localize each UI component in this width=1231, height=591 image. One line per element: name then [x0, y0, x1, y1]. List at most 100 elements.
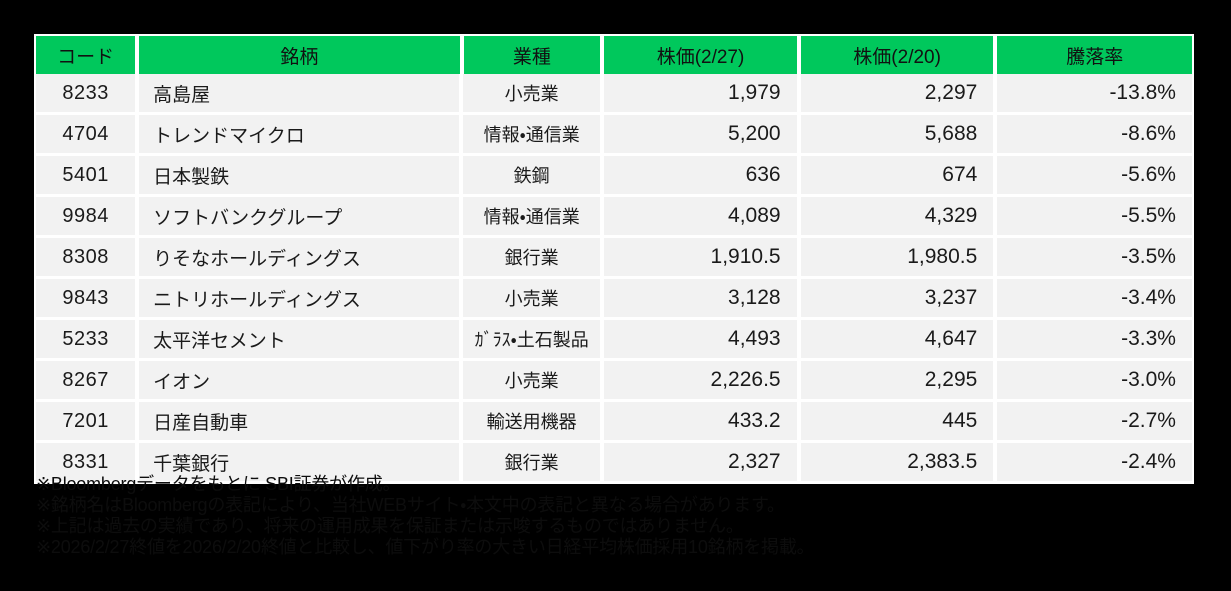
cell-sector: 鉄鋼	[463, 156, 600, 194]
column-divider	[459, 238, 464, 276]
cell-code: 8331	[36, 443, 136, 481]
footnote-line: ※銘柄名はBloombergの表記により、当社WEBサイト・本文中の表記と異なる…	[36, 495, 785, 515]
column-divider	[135, 115, 140, 153]
column-divider	[599, 320, 604, 358]
column-divider	[599, 238, 604, 276]
column-divider	[599, 156, 604, 194]
column-divider	[993, 361, 998, 399]
footnotes: ※Bloombergデータをもとに SBI証券が作成。 ※銘柄名はBloomber…	[36, 474, 1196, 558]
cell-code: 5401	[36, 156, 136, 194]
footnote-line: ※上記は過去の実績であり、将来の運用成果を保証または示唆するものではありません。	[36, 516, 744, 536]
cell-change: -2.4%	[997, 443, 1192, 481]
column-divider	[599, 361, 604, 399]
column-divider	[459, 320, 464, 358]
cell-code: 5233	[36, 320, 136, 358]
table-row: 8331 千葉銀行 銀行業 2,327 2,383.5 -2.4%	[34, 443, 1194, 481]
cell-change: -3.0%	[997, 361, 1192, 399]
cell-price-227: 1,910.5	[603, 238, 797, 276]
table-row: 8233 高島屋 小売業 1,979 2,297 -13.8%	[34, 74, 1194, 112]
cell-price-220: 2,295	[800, 361, 994, 399]
column-divider	[993, 36, 998, 74]
column-divider	[459, 36, 464, 74]
cell-sector: 小売業	[463, 361, 600, 399]
cell-change: -5.5%	[997, 197, 1192, 235]
column-divider	[599, 197, 604, 235]
column-divider	[993, 197, 998, 235]
cell-change: -5.6%	[997, 156, 1192, 194]
cell-sector: 情報・通信業	[463, 115, 600, 153]
column-divider	[459, 74, 464, 112]
cell-name: イオン	[139, 361, 460, 399]
column-divider	[993, 115, 998, 153]
column-divider	[600, 36, 605, 74]
cell-price-227: 1,979	[603, 74, 797, 112]
cell-price-227: 636	[603, 156, 797, 194]
column-divider	[796, 320, 801, 358]
cell-change: -3.4%	[997, 279, 1192, 317]
column-divider	[796, 115, 801, 153]
column-divider	[993, 279, 998, 317]
cell-sector: ｶﾞﾗｽ・土石製品	[463, 320, 600, 358]
column-divider	[993, 320, 998, 358]
cell-change: -3.3%	[997, 320, 1192, 358]
table-body: 8233 高島屋 小売業 1,979 2,297 -13.8% 4704 トレンドマイクロ 情報…	[34, 74, 1194, 481]
cell-name: ニトリホールディングス	[139, 279, 460, 317]
table-row: 8267 イオン 小売業 2,226.5 2,295 -3.0%	[34, 361, 1194, 399]
stock-decline-table: コード 銘柄 業種 株価(2/27) 株価(2/20) 騰落率 8233 高島屋小…	[34, 34, 1194, 484]
cell-name: 太平洋セメント	[139, 320, 460, 358]
cell-sector: 小売業	[463, 74, 600, 112]
column-divider	[993, 74, 998, 112]
column-divider	[796, 402, 801, 440]
column-divider	[993, 443, 998, 481]
cell-price-227: 3,128	[603, 279, 797, 317]
cell-price-227: 4,493	[603, 320, 797, 358]
column-divider	[796, 74, 801, 112]
column-divider	[599, 443, 604, 481]
table-row: 7201 日産自動車 輸送用機器 433.2 445 -2.7%	[34, 402, 1194, 440]
column-divider	[459, 361, 464, 399]
cell-price-220: 445	[800, 402, 994, 440]
column-divider	[993, 156, 998, 194]
column-divider	[796, 279, 801, 317]
table-row: 4704 トレンドマイクロ 情報・通信業 5,200 5,688 -8.6%	[34, 115, 1194, 153]
footnote-line: ※Bloombergデータをもとに SBI証券が作成。	[36, 474, 401, 494]
column-header-price-220: 株価(2/20)	[800, 36, 994, 74]
cell-name: 高島屋	[139, 74, 460, 112]
cell-code: 8267	[36, 361, 136, 399]
table-row: 9984 ソフトバンクグループ 情報・通信業 4,089 4,329 -5.5%	[34, 197, 1194, 235]
column-divider	[459, 197, 464, 235]
column-header-sector: 業種	[463, 36, 601, 74]
column-divider	[135, 156, 140, 194]
cell-price-220: 4,647	[800, 320, 994, 358]
cell-code: 9843	[36, 279, 136, 317]
cell-price-220: 3,237	[800, 279, 994, 317]
table-row: 9843 ニトリホールディングス 小売業 3,128 3,237 -3.4%	[34, 279, 1194, 317]
cell-sector: 銀行業	[463, 443, 600, 481]
cell-code: 7201	[36, 402, 136, 440]
column-divider	[796, 36, 801, 74]
column-divider	[796, 361, 801, 399]
column-divider	[135, 320, 140, 358]
column-divider	[993, 402, 998, 440]
cell-name: 日産自動車	[139, 402, 460, 440]
cell-sector: 銀行業	[463, 238, 600, 276]
cell-change: -2.7%	[997, 402, 1192, 440]
cell-name: トレンドマイクロ	[139, 115, 460, 153]
cell-name: 日本製鉄	[139, 156, 460, 194]
column-divider	[459, 402, 464, 440]
column-divider	[135, 361, 140, 399]
column-divider	[796, 156, 801, 194]
cell-price-220: 5,688	[800, 115, 994, 153]
cell-code: 8233	[36, 74, 136, 112]
cell-price-227: 433.2	[603, 402, 797, 440]
table-header-row: コード 銘柄 業種 株価(2/27) 株価(2/20) 騰落率	[34, 36, 1194, 74]
column-divider	[459, 115, 464, 153]
cell-code: 9984	[36, 197, 136, 235]
cell-code: 4704	[36, 115, 136, 153]
cell-price-227: 4,089	[603, 197, 797, 235]
table-row: 5401 日本製鉄 鉄鋼 636 674 -5.6%	[34, 156, 1194, 194]
column-divider	[599, 402, 604, 440]
cell-price-220: 4,329	[800, 197, 994, 235]
column-divider	[135, 197, 140, 235]
